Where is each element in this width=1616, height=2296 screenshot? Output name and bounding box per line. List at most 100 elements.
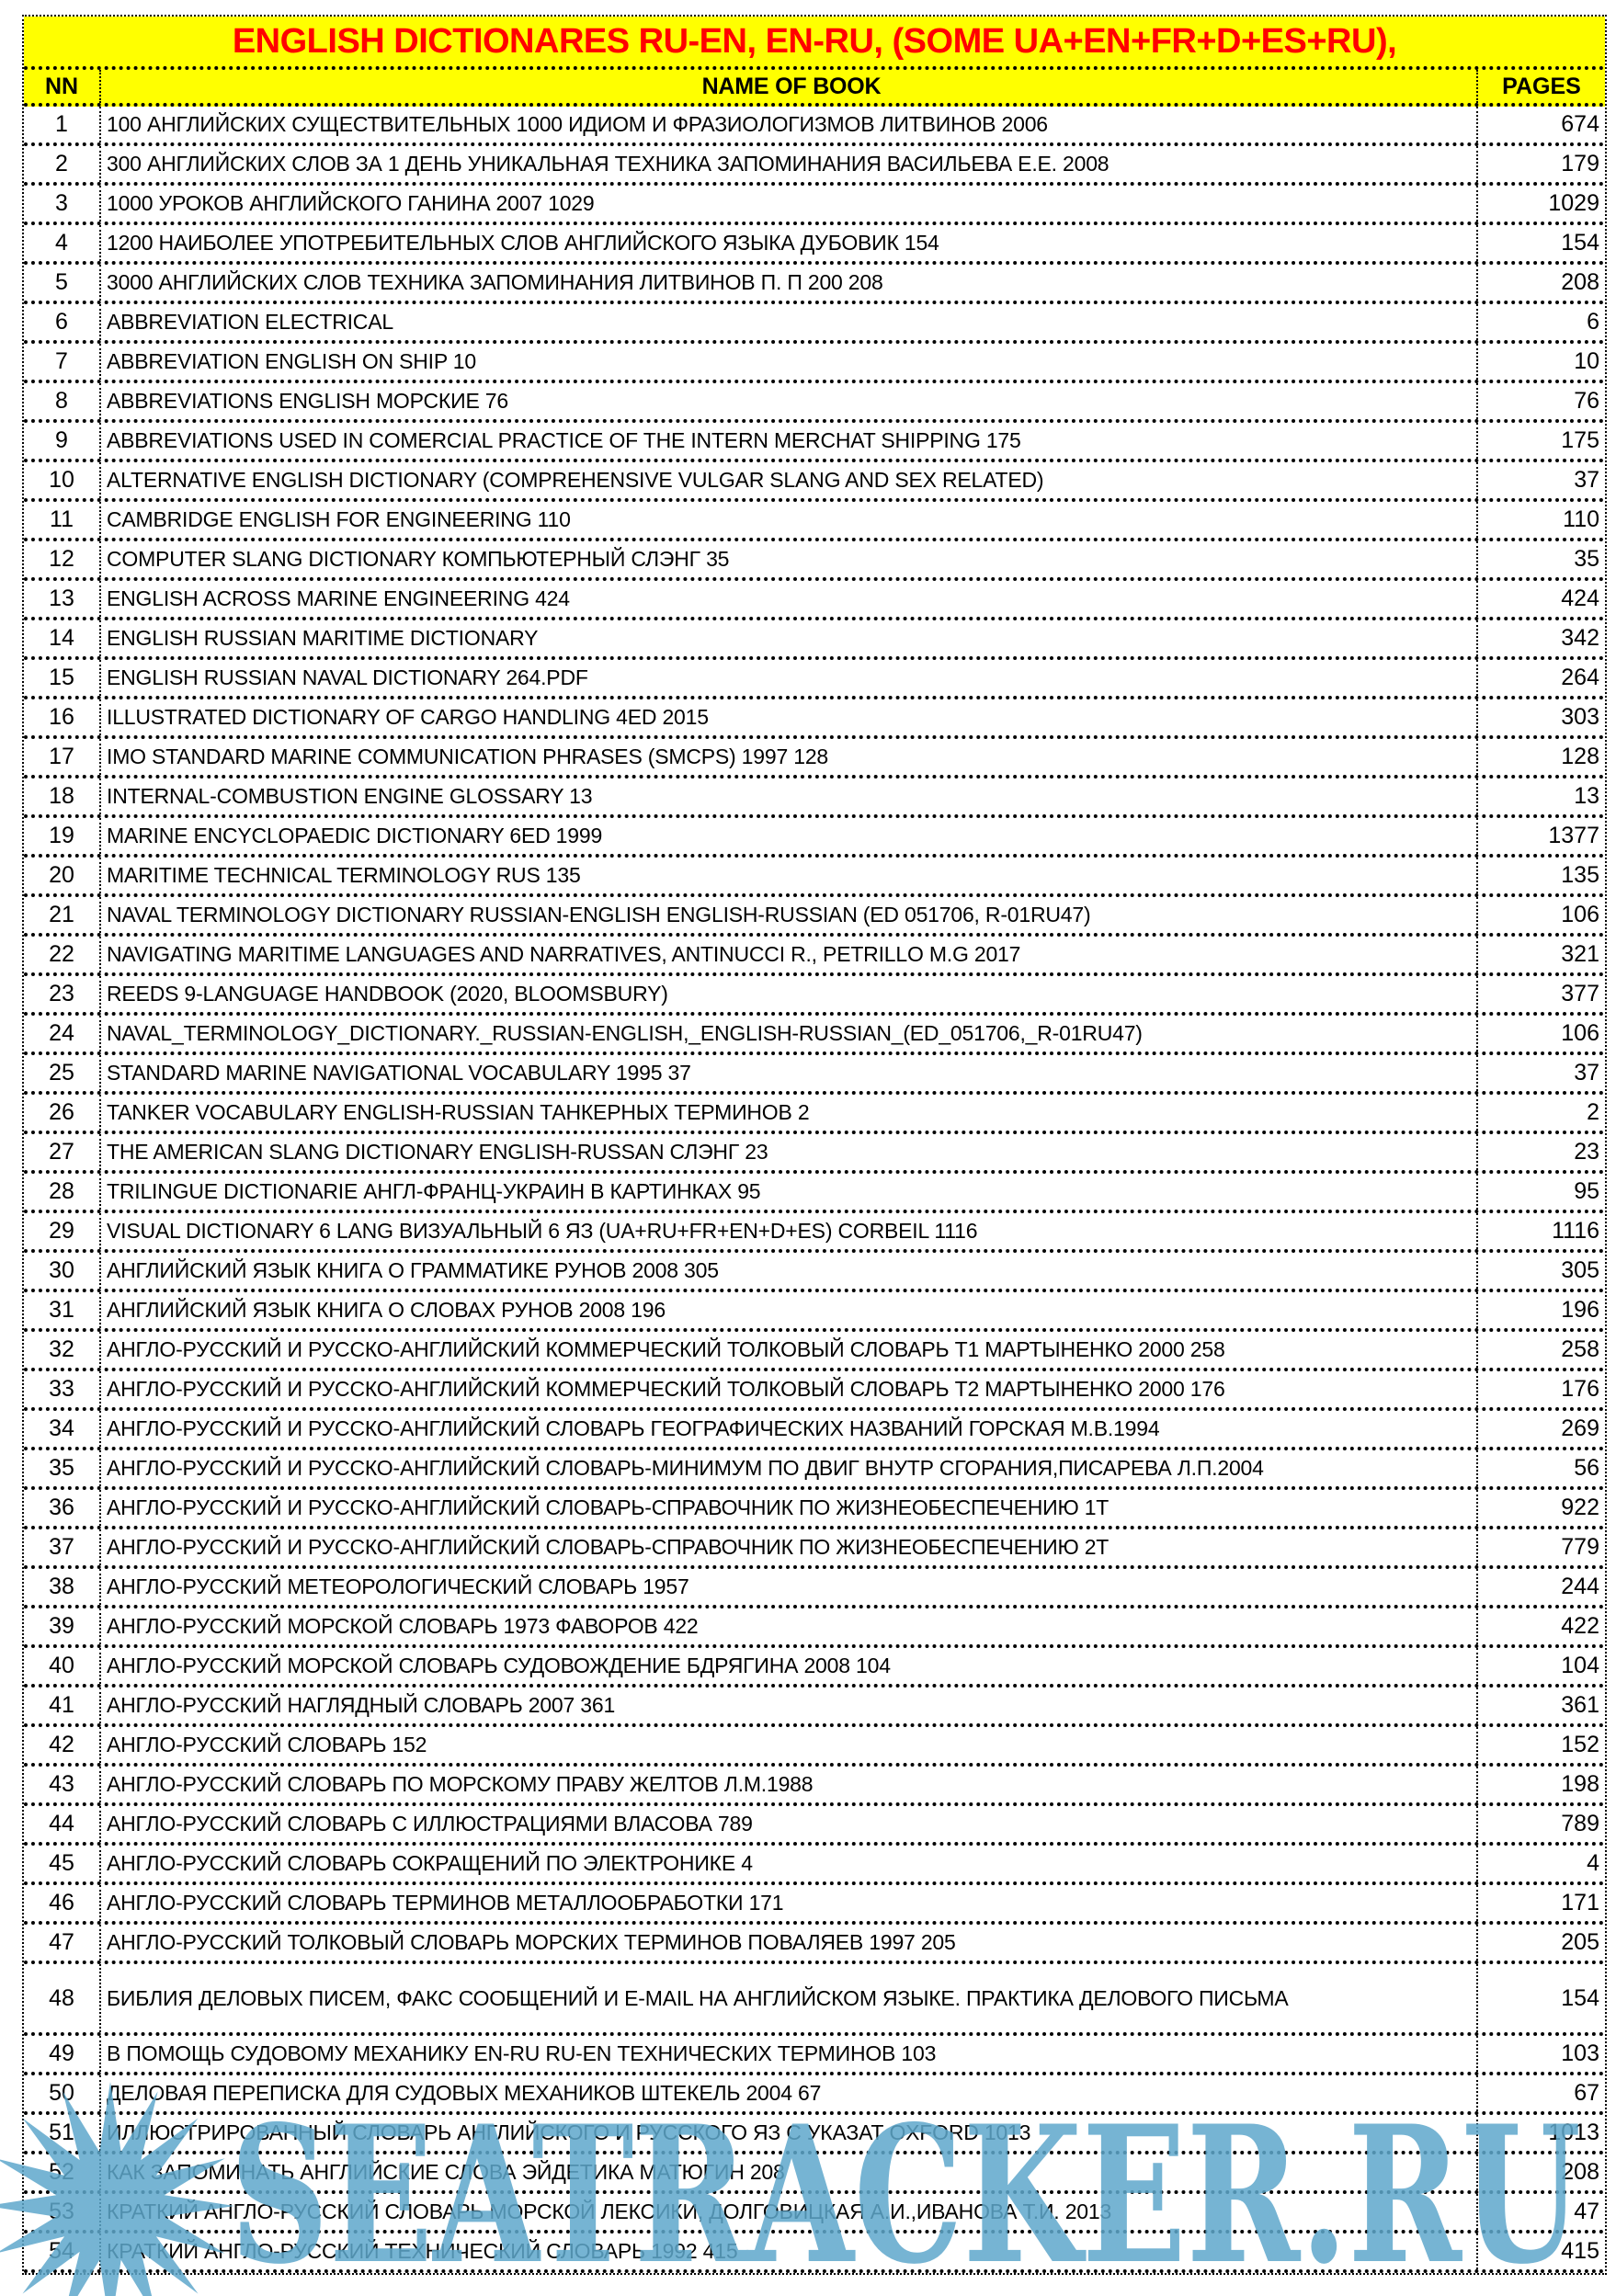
row-number: 7 bbox=[24, 344, 101, 380]
book-name: ENGLISH RUSSIAN MARITIME DICTIONARY bbox=[101, 620, 1478, 656]
table-row: 21 NAVAL TERMINOLOGY DICTIONARY RUSSIAN-E… bbox=[24, 897, 1605, 937]
page-count: 424 bbox=[1561, 585, 1599, 611]
table-row: 53 КРАТКИЙ АНГЛО-РУССКИЙ СЛОВАРЬ МОРСКОЙ … bbox=[24, 2194, 1605, 2233]
row-number: 54 bbox=[24, 2233, 101, 2269]
book-name: THE AMERICAN SLANG DICTIONARY ENGLISH-RU… bbox=[101, 1134, 1478, 1170]
book-name: БИБЛИЯ ДЕЛОВЫХ ПИСЕМ, ФАКС СООБЩЕНИЙ И E… bbox=[101, 1964, 1478, 2032]
book-name: NAVIGATING MARITIME LANGUAGES AND NARRAT… bbox=[101, 937, 1478, 972]
book-name: АНГЛИЙСКИЙ ЯЗЫК КНИГА О ГРАММАТИКЕ РУНОВ… bbox=[101, 1253, 1478, 1289]
row-number: 11 bbox=[24, 502, 101, 538]
column-header-name: NAME OF BOOK bbox=[101, 70, 1478, 103]
page-count: 23 bbox=[1574, 1139, 1599, 1165]
table-row: 10 ALTERNATIVE ENGLISH DICTIONARY (COMPRE… bbox=[24, 462, 1605, 502]
table-row: 27 THE AMERICAN SLANG DICTIONARY ENGLISH-… bbox=[24, 1134, 1605, 1174]
row-number: 23 bbox=[24, 976, 101, 1012]
page-count: 154 bbox=[1561, 230, 1599, 256]
row-number: 47 bbox=[24, 1925, 101, 1961]
page-count: 1377 bbox=[1548, 823, 1599, 848]
row-number: 16 bbox=[24, 699, 101, 735]
row-number: 35 bbox=[24, 1450, 101, 1486]
table-row: 54 КРАТКИЙ АНГЛО-РУССКИЙ ТЕХНИЧЕСКИЙ СЛОВ… bbox=[24, 2233, 1605, 2273]
book-name: АНГЛО-РУССКИЙ И РУССКО-АНГЛИЙСКИЙ СЛОВАР… bbox=[101, 1490, 1478, 1526]
table-row: 9 ABBREVIATIONS USED IN COMERCIAL PRACTIC… bbox=[24, 423, 1605, 462]
table-row: 52 КАК ЗАПОМИНАТЬ АНГЛИЙСКИЕ СЛОВА ЭЙДЕТИ… bbox=[24, 2154, 1605, 2194]
page-count: 415 bbox=[1561, 2238, 1599, 2264]
table-row: 17 IMO STANDARD MARINE COMMUNICATION PHRA… bbox=[24, 739, 1605, 779]
page-count: 264 bbox=[1561, 665, 1599, 690]
book-name: АНГЛО-РУССКИЙ НАГЛЯДНЫЙ СЛОВАРЬ 2007 361 bbox=[101, 1688, 1478, 1723]
book-name: АНГЛО-РУССКИЙ МОРСКОЙ СЛОВАРЬ 1973 ФАВОР… bbox=[101, 1608, 1478, 1644]
book-name: INTERNAL-COMBUSTION ENGINE GLOSSARY 13 bbox=[101, 779, 1478, 814]
book-name: АНГЛО-РУССКИЙ МЕТЕОРОЛОГИЧЕСКИЙ СЛОВАРЬ … bbox=[101, 1569, 1478, 1605]
row-number: 13 bbox=[24, 581, 101, 617]
page-count: 205 bbox=[1561, 1929, 1599, 1955]
table-row: 40 АНГЛО-РУССКИЙ МОРСКОЙ СЛОВАРЬ СУДОВОЖД… bbox=[24, 1648, 1605, 1688]
page-count: 4 bbox=[1587, 1850, 1599, 1876]
book-name: COMPUTER SLANG DICTIONARY КОМПЬЮТЕРНЫЙ С… bbox=[101, 541, 1478, 577]
page-count: 171 bbox=[1561, 1890, 1599, 1915]
page-count: 208 bbox=[1561, 2159, 1599, 2185]
table-row: 44 АНГЛО-РУССКИЙ СЛОВАРЬ С ИЛЛЮСТРАЦИЯМИ … bbox=[24, 1806, 1605, 1846]
table-row: 22 NAVIGATING MARITIME LANGUAGES AND NARR… bbox=[24, 937, 1605, 976]
row-number: 48 bbox=[24, 1964, 101, 2032]
table-row: 35 АНГЛО-РУССКИЙ И РУССКО-АНГЛИЙСКИЙ СЛОВ… bbox=[24, 1450, 1605, 1490]
table-row: 13 ENGLISH ACROSS MARINE ENGINEERING 424 4… bbox=[24, 581, 1605, 620]
row-number: 2 bbox=[24, 146, 101, 182]
table-row: 26 TANKER VOCABULARY ENGLISH-RUSSIAN ТАНК… bbox=[24, 1095, 1605, 1134]
row-number: 37 bbox=[24, 1529, 101, 1565]
table-row: 51 ИЛЛЮСТРИРОВАННЫЙ СЛОВАРЬ АНГЛИЙСКОГО И… bbox=[24, 2115, 1605, 2154]
page-count: 2 bbox=[1587, 1099, 1599, 1125]
table-row: 29 VISUAL DICTIONARY 6 LANG ВИЗУАЛЬНЫЙ 6 … bbox=[24, 1213, 1605, 1253]
table-row: 12 COMPUTER SLANG DICTIONARY КОМПЬЮТЕРНЫЙ… bbox=[24, 541, 1605, 581]
row-number: 40 bbox=[24, 1648, 101, 1684]
table-row: 45 АНГЛО-РУССКИЙ СЛОВАРЬ СОКРАЩЕНИЙ ПО ЭЛ… bbox=[24, 1846, 1605, 1885]
row-number: 42 bbox=[24, 1727, 101, 1763]
book-name: АНГЛО-РУССКИЙ СЛОВАРЬ ТЕРМИНОВ МЕТАЛЛООБ… bbox=[101, 1885, 1478, 1921]
page-count: 269 bbox=[1561, 1415, 1599, 1441]
table-row: 3 1000 УРОКОВ АНГЛИЙСКОГО ГАНИНА 2007 102… bbox=[24, 186, 1605, 225]
row-number: 5 bbox=[24, 265, 101, 301]
book-name: ENGLISH ACROSS MARINE ENGINEERING 424 bbox=[101, 581, 1478, 617]
row-number: 34 bbox=[24, 1411, 101, 1447]
book-name: АНГЛИЙСКИЙ ЯЗЫК КНИГА О СЛОВАХ РУНОВ 200… bbox=[101, 1292, 1478, 1328]
row-number: 51 bbox=[24, 2115, 101, 2151]
row-number: 28 bbox=[24, 1174, 101, 1210]
row-number: 24 bbox=[24, 1016, 101, 1051]
book-name: ABBREVIATION ENGLISH ON SHIP 10 bbox=[101, 344, 1478, 380]
book-name: АНГЛО-РУССКИЙ И РУССКО-АНГЛИЙСКИЙ СЛОВАР… bbox=[101, 1529, 1478, 1565]
row-number: 26 bbox=[24, 1095, 101, 1131]
book-name: 100 АНГЛИЙСКИХ СУЩЕСТВИТЕЛЬНЫХ 1000 ИДИО… bbox=[101, 107, 1478, 142]
page-count: 37 bbox=[1574, 467, 1599, 493]
row-number: 20 bbox=[24, 858, 101, 893]
book-name: АНГЛО-РУССКИЙ И РУССКО-АНГЛИЙСКИЙ СЛОВАР… bbox=[101, 1411, 1478, 1447]
row-number: 52 bbox=[24, 2154, 101, 2190]
table-row: 47 АНГЛО-РУССКИЙ ТОЛКОВЫЙ СЛОВАРЬ МОРСКИХ… bbox=[24, 1925, 1605, 1964]
page-count: 244 bbox=[1561, 1574, 1599, 1599]
row-number: 31 bbox=[24, 1292, 101, 1328]
book-name: MARITIME TECHNICAL TERMINOLOGY RUS 135 bbox=[101, 858, 1478, 893]
book-name: TRILINGUE DICTIONARIE АНГЛ-ФРАНЦ-УКРАИН … bbox=[101, 1174, 1478, 1210]
table-row: 25 STANDARD MARINE NAVIGATIONAL VOCABULAR… bbox=[24, 1055, 1605, 1095]
row-number: 4 bbox=[24, 225, 101, 261]
row-number: 46 bbox=[24, 1885, 101, 1921]
book-name: КАК ЗАПОМИНАТЬ АНГЛИЙСКИЕ СЛОВА ЭЙДЕТИКА… bbox=[101, 2154, 1478, 2190]
page-count: 106 bbox=[1561, 1020, 1599, 1046]
table-row: 6 ABBREVIATION ELECTRICAL 6 bbox=[24, 304, 1605, 344]
row-number: 41 bbox=[24, 1688, 101, 1723]
row-number: 45 bbox=[24, 1846, 101, 1881]
book-name: STANDARD MARINE NAVIGATIONAL VOCABULARY … bbox=[101, 1055, 1478, 1091]
page-count: 35 bbox=[1574, 546, 1599, 572]
page-count: 13 bbox=[1574, 783, 1599, 809]
page-count: 10 bbox=[1574, 348, 1599, 374]
page-count: 56 bbox=[1574, 1455, 1599, 1481]
row-number: 6 bbox=[24, 304, 101, 340]
column-header-nn: NN bbox=[24, 70, 101, 103]
table-row: 46 АНГЛО-РУССКИЙ СЛОВАРЬ ТЕРМИНОВ МЕТАЛЛО… bbox=[24, 1885, 1605, 1925]
row-number: 22 bbox=[24, 937, 101, 972]
book-name: В ПОМОЩЬ СУДОВОМУ МЕХАНИКУ EN-RU RU-EN Т… bbox=[101, 2036, 1478, 2072]
page-count: 179 bbox=[1561, 151, 1599, 176]
page-count: 422 bbox=[1561, 1613, 1599, 1639]
dictionary-table: ENGLISH DICTIONARES RU-EN, EN-RU, (SOME … bbox=[22, 15, 1607, 2275]
page-count: 674 bbox=[1561, 111, 1599, 137]
table-row: 7 ABBREVIATION ENGLISH ON SHIP 10 10 bbox=[24, 344, 1605, 383]
